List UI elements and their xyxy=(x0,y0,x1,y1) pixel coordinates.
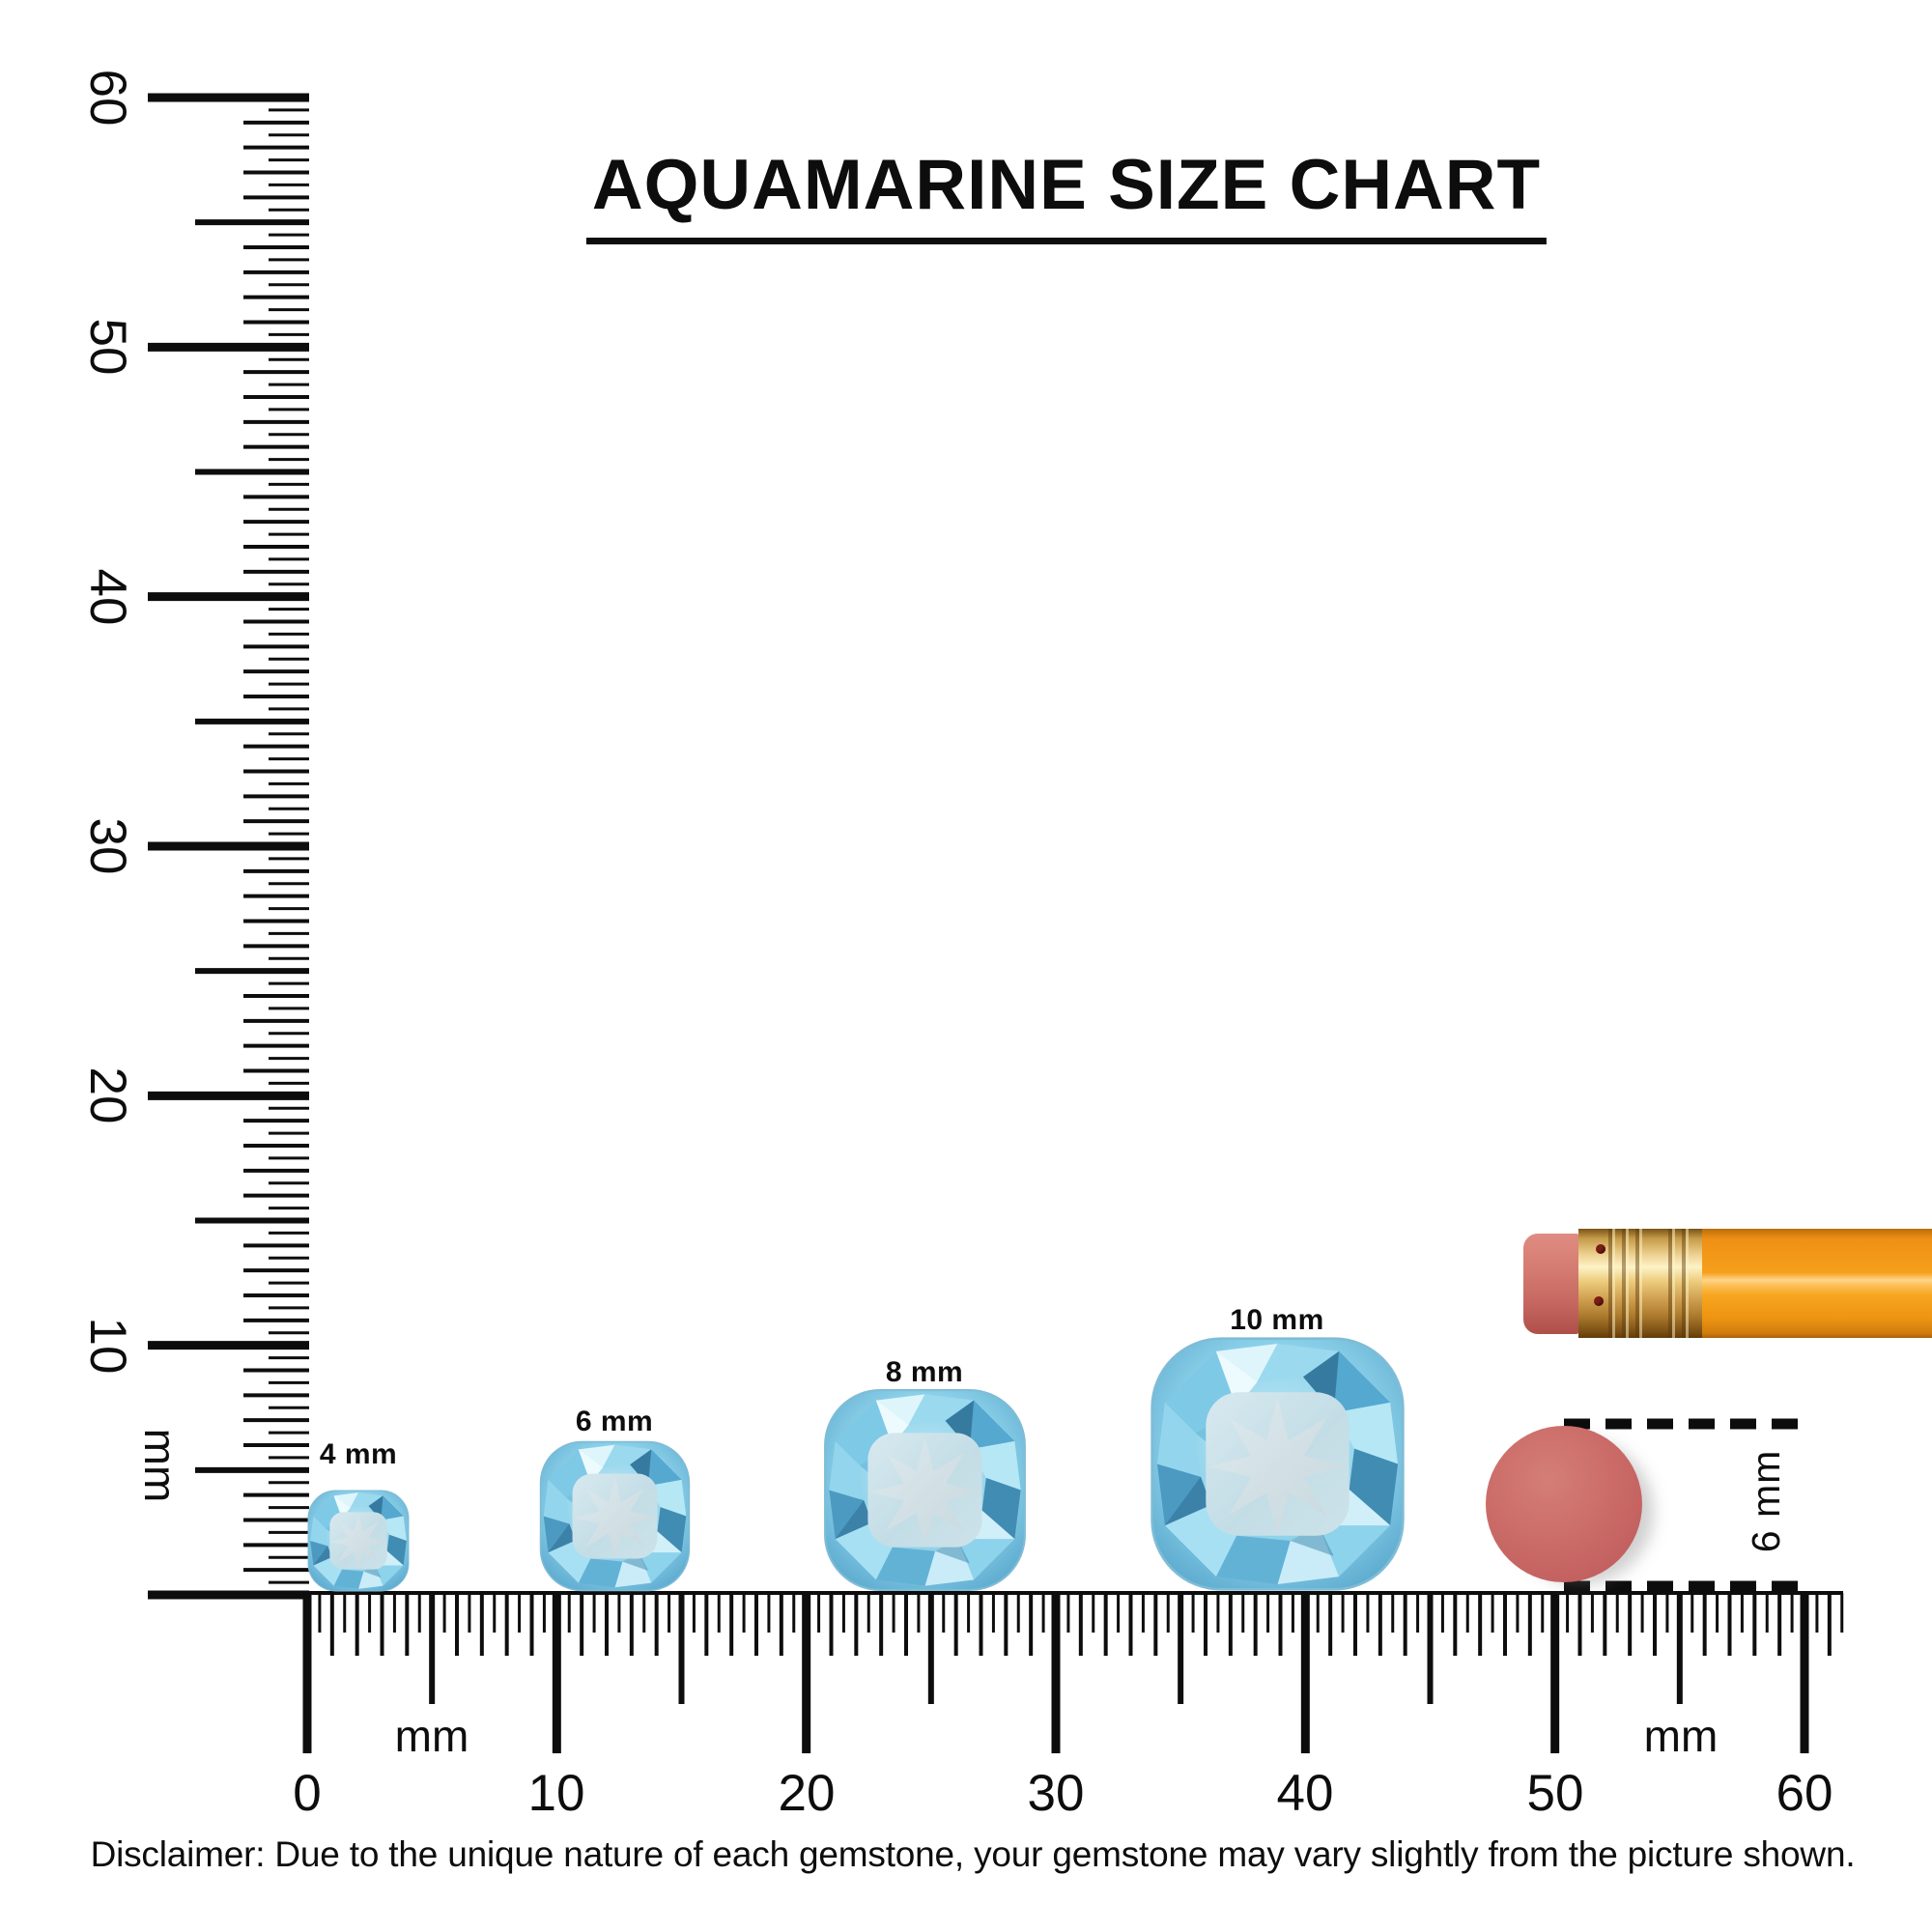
vruler-label-20: 20 xyxy=(79,1066,137,1124)
ferrule-crimp-dot xyxy=(1594,1296,1604,1306)
vruler-label-40: 40 xyxy=(79,568,137,626)
hruler-label-20: 20 xyxy=(778,1764,836,1822)
horizontal-ruler xyxy=(302,1591,1844,1753)
page-title: AQUAMARINE SIZE CHART xyxy=(585,145,1548,244)
pencil-eraser-tip xyxy=(1523,1234,1578,1334)
hruler-label-30: 30 xyxy=(1027,1764,1085,1822)
disclaimer-text: Disclaimer: Due to the unique nature of … xyxy=(90,1834,1856,1874)
gem-label-8mm: 8 mm xyxy=(885,1356,964,1388)
gem-4mm xyxy=(307,1490,410,1592)
vruler-label-30: 30 xyxy=(79,817,137,875)
eraser-size-label: 6 mm xyxy=(1743,1449,1788,1553)
gem-label-10mm: 10 mm xyxy=(1230,1304,1324,1336)
vruler-unit-label: mm xyxy=(135,1428,185,1503)
hruler-label-50: 50 xyxy=(1526,1764,1584,1822)
gem-6mm xyxy=(539,1440,691,1592)
gem-10mm xyxy=(1151,1337,1405,1591)
gem-label-4mm: 4 mm xyxy=(319,1438,398,1470)
vruler-label-10: 10 xyxy=(79,1317,137,1375)
gem-label-6mm: 6 mm xyxy=(575,1406,654,1437)
hruler-unit-label-right: mm xyxy=(1643,1711,1719,1761)
hruler-unit-label-left: mm xyxy=(394,1711,469,1761)
pencil-ferrule xyxy=(1578,1229,1702,1338)
hruler-label-40: 40 xyxy=(1276,1764,1334,1822)
hruler-label-10: 10 xyxy=(527,1764,585,1822)
ferrule-crimp-dot xyxy=(1596,1244,1605,1254)
pencil-body xyxy=(1702,1229,1932,1338)
vruler-label-50: 50 xyxy=(79,318,137,376)
hruler-label-60: 60 xyxy=(1776,1764,1833,1822)
gem-8mm xyxy=(824,1389,1026,1591)
vruler-label-60: 60 xyxy=(79,69,137,127)
vertical-ruler xyxy=(148,93,309,1600)
hruler-label-0: 0 xyxy=(293,1764,322,1822)
eraser-top-view xyxy=(1486,1426,1642,1582)
